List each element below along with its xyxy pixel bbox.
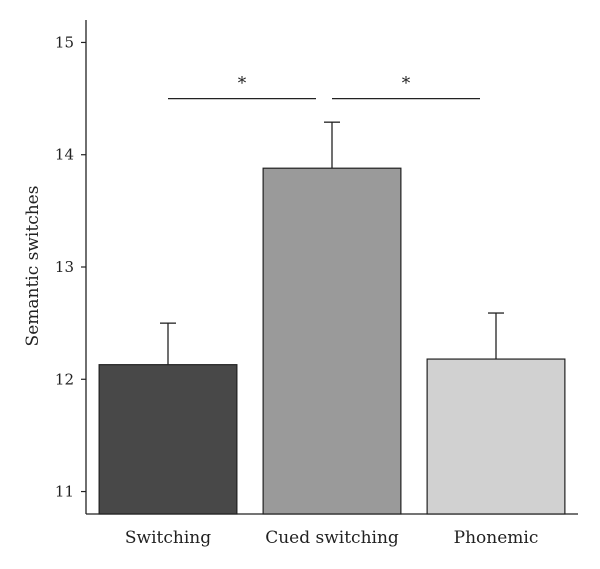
y-tick-label-1: 12 [55,370,74,388]
significance-label-0: * [238,74,247,94]
bar-1 [262,167,402,515]
y-axis-label: Semantic switches [23,186,43,347]
significance-label-1: * [402,74,411,94]
y-tick-label-4: 15 [55,33,74,51]
y-tick-label-3: 14 [55,146,74,164]
y-tick-label-2: 13 [55,258,74,276]
y-tick-label-0: 11 [55,483,74,501]
x-tick-label-2: Phonemic [454,528,539,548]
plot-area: 11 12 13 14 15 Switching Cued switching Phonemi… [55,20,578,548]
bar-2 [426,358,566,515]
bar-0 [98,364,238,515]
x-tick-label-0: Switching [125,528,211,548]
x-tick-label-1: Cued switching [265,528,399,548]
